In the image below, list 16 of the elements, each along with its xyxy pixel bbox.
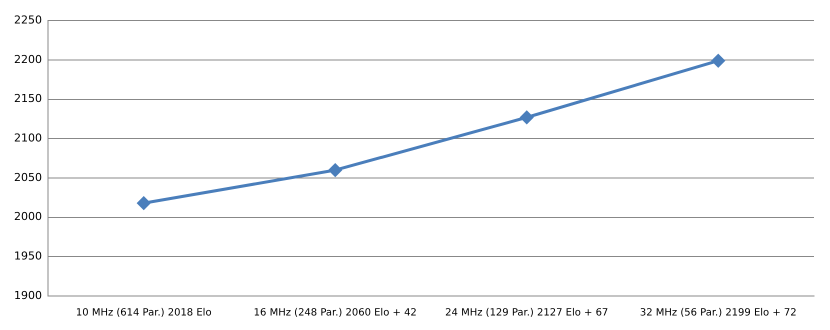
y-tick-label: 2200 — [14, 52, 42, 66]
point — [328, 164, 342, 177]
point — [520, 110, 534, 124]
point — [137, 196, 150, 210]
y-tick-label: 1900 — [14, 288, 42, 302]
point — [712, 54, 725, 68]
x-tick-label: 24 MHz (129 Par.) 2127 Elo + 67 — [445, 308, 608, 319]
x-tick-label: 16 MHz (248 Par.) 2060 Elo + 42 — [254, 308, 417, 319]
y-tick-label: 2050 — [14, 170, 42, 184]
x-tick-label: 32 MHz (56 Par.) 2199 Elo + 72 — [640, 308, 797, 319]
y-tick-label: 2100 — [14, 131, 42, 144]
y-tick-label: 2150 — [14, 92, 42, 106]
y-tick-label: 2250 — [14, 13, 42, 26]
x-tick-label: 10 MHz (614 Par.) 2018 Elo — [76, 308, 212, 319]
y-tick-label: 1950 — [14, 250, 42, 263]
y-tick-label: 2000 — [14, 210, 42, 224]
